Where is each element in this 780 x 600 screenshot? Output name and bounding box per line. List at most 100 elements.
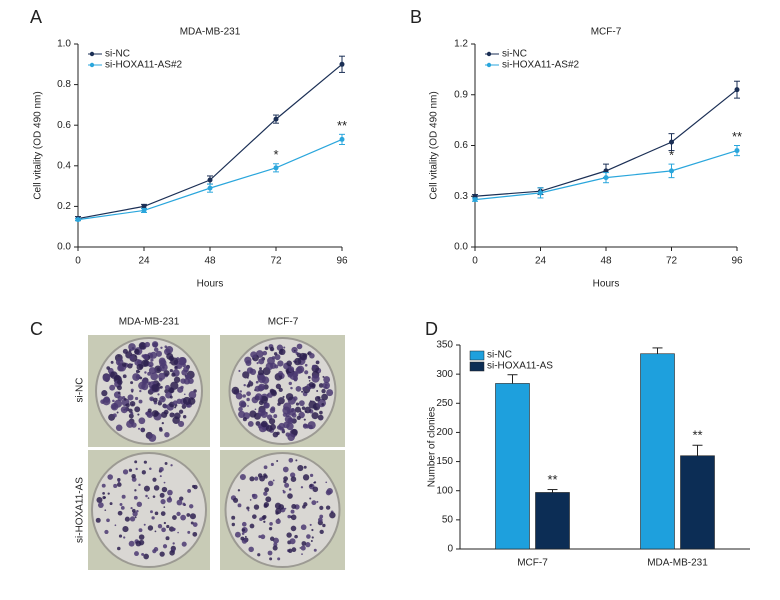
colony: [142, 353, 149, 360]
colony: [104, 529, 109, 535]
x-tick-label: 72: [270, 256, 282, 267]
colony: [169, 368, 173, 373]
colony: [282, 490, 286, 494]
colony: [246, 367, 254, 374]
legend-label: si-HOXA11-AS#2: [502, 60, 580, 71]
colony: [150, 510, 153, 514]
legend-label: si-NC: [502, 49, 527, 60]
colony: [254, 408, 257, 411]
colony: [231, 515, 236, 520]
colony: [309, 473, 314, 477]
colony: [153, 485, 160, 491]
legend-marker: [486, 51, 492, 57]
colony: [257, 369, 264, 376]
colony: [106, 366, 111, 370]
x-tick-label: 0: [75, 256, 81, 267]
y-axis-label: Cell vitality (OD 490 nm): [33, 91, 44, 199]
colony: [273, 414, 278, 419]
colony: [114, 524, 117, 527]
colony: [127, 363, 133, 369]
point: [734, 148, 740, 154]
colony: [186, 513, 191, 517]
colony: [183, 378, 191, 385]
colony: [281, 428, 285, 432]
colony: [159, 466, 164, 472]
colony: [169, 550, 175, 556]
colony: [163, 404, 168, 409]
colony: [115, 424, 123, 432]
colony: [132, 373, 141, 381]
colony: [237, 503, 242, 508]
colony: [249, 476, 255, 482]
legend-label: si-HOXA11-AS#2: [105, 60, 183, 71]
colony: [326, 389, 334, 397]
colony: [152, 477, 157, 482]
colony: [157, 393, 160, 396]
colony: [120, 362, 123, 365]
colony: [305, 424, 310, 429]
colony: [313, 548, 317, 552]
x-tick-label: 24: [535, 256, 547, 267]
colony: [130, 388, 134, 392]
colony: [269, 536, 275, 541]
colony: [147, 361, 154, 368]
colony: [277, 360, 284, 367]
colony: [314, 395, 321, 402]
series-line: [77, 63, 343, 220]
colony: [188, 391, 197, 399]
colony: [262, 514, 267, 519]
colony: [247, 405, 249, 407]
colony: [290, 509, 295, 514]
colony: [113, 483, 118, 489]
colony: [278, 387, 283, 392]
colony: [296, 415, 301, 421]
colony: [319, 410, 323, 415]
colony: [161, 421, 164, 425]
bar: [535, 492, 570, 550]
colony: [304, 363, 308, 367]
colony: [300, 486, 304, 489]
colony: [192, 522, 198, 527]
x-tick-label: MDA-MB-231: [647, 558, 708, 569]
colony: [116, 482, 122, 487]
colony: [169, 412, 175, 418]
colony: [257, 553, 261, 557]
colony: [150, 351, 158, 359]
colony: [170, 464, 173, 467]
colony: [280, 348, 284, 352]
colony: [260, 534, 266, 540]
colony: [107, 474, 113, 480]
y-tick-label: 0.3: [454, 191, 468, 202]
colony: [170, 391, 173, 394]
colony: [135, 369, 140, 374]
colony: [164, 345, 168, 349]
colony: [128, 408, 133, 413]
colony: [121, 494, 126, 499]
colony: [117, 391, 121, 395]
colony: [192, 531, 198, 537]
colony: [307, 375, 311, 379]
colony: [176, 362, 183, 370]
colony: [304, 370, 309, 375]
colony: [294, 406, 301, 413]
colony: [286, 422, 294, 431]
colony: [307, 352, 310, 355]
colony: [301, 553, 303, 556]
colony: [101, 483, 106, 488]
colony: [308, 400, 317, 409]
colony: [273, 537, 279, 544]
colony: [247, 421, 254, 427]
colony: [316, 500, 319, 503]
colony: [301, 390, 304, 393]
colony: [102, 397, 111, 406]
colony: [322, 523, 326, 528]
colony: [154, 530, 157, 533]
colony: [270, 389, 277, 396]
colony: [254, 476, 259, 481]
colony: [285, 413, 290, 418]
colony: [123, 536, 126, 539]
colony: [295, 386, 302, 392]
colony: [96, 496, 103, 504]
